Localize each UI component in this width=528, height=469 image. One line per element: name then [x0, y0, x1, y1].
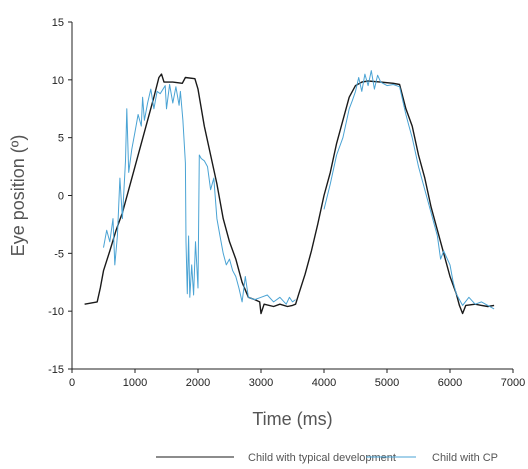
- x-tick-label: 5000: [375, 377, 399, 389]
- x-axis-title: Time (ms): [252, 409, 332, 429]
- series-cp-line-2: [323, 70, 495, 310]
- y-tick-label: 10: [52, 75, 64, 87]
- legend-label-typical: Child with typical development: [248, 452, 396, 464]
- x-tick-label: 4000: [312, 377, 336, 389]
- x-tick-label: 1000: [123, 377, 147, 389]
- y-tick-label: -15: [48, 364, 64, 376]
- y-tick-label: -5: [54, 248, 64, 260]
- x-tick-label: 2000: [186, 377, 210, 389]
- x-ticks: 0 1000 2000 3000 4000 5000 6000 7000: [69, 369, 525, 389]
- y-tick-label: 5: [58, 133, 64, 145]
- series-cp-line-1: [103, 84, 296, 305]
- y-ticks: -15 -10 -5 0 5 10 15: [48, 17, 72, 376]
- x-tick-label: 6000: [438, 377, 462, 389]
- axes: 0 1000 2000 3000 4000 5000 6000 7000 -15 -10 -5 0 5…: [48, 17, 525, 389]
- y-tick-label: 15: [52, 17, 64, 29]
- legend-label-cp: Child with CP: [432, 452, 498, 464]
- y-axis-title: Eye position (º): [8, 135, 28, 257]
- series-typical-line-1: [84, 73, 495, 315]
- legend: Child with typical development Child wit…: [156, 452, 498, 464]
- y-tick-label: -10: [48, 306, 64, 318]
- x-tick-label: 7000: [501, 377, 525, 389]
- series-layer: [84, 70, 495, 315]
- x-tick-label: 0: [69, 377, 75, 389]
- y-tick-label: 0: [58, 191, 64, 203]
- x-tick-label: 3000: [249, 377, 273, 389]
